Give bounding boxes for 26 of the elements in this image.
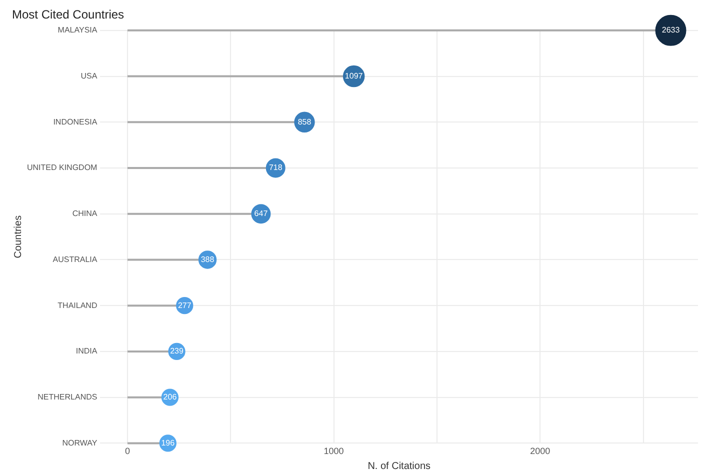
y-tick-label: INDIA <box>76 346 98 356</box>
data-label: 277 <box>178 300 192 310</box>
data-label: 1097 <box>344 71 364 80</box>
y-axis-title: Countries <box>12 215 24 258</box>
y-tick-label: NETHERLANDS <box>38 392 98 402</box>
y-tick-label: UNITED KINGDOM <box>26 163 98 172</box>
x-tick-label: 2000 <box>530 446 550 456</box>
data-label: 647 <box>254 209 268 218</box>
y-tick-label: NORWAY <box>62 438 98 448</box>
data-label: 2633 <box>662 26 680 35</box>
data-label: 196 <box>161 438 176 448</box>
data-label: 239 <box>170 346 184 356</box>
data-label: 858 <box>298 117 312 126</box>
y-tick-label: USA <box>80 71 98 80</box>
y-tick-label: INDONESIA <box>53 117 98 126</box>
y-tick-label: AUSTRALIA <box>52 254 98 264</box>
y-tick-label: THAILAND <box>58 300 98 310</box>
chart-title: Most Cited Countries <box>12 8 124 22</box>
x-tick-label: 0 <box>124 446 130 456</box>
y-tick-label: CHINA <box>72 209 98 218</box>
data-label: 718 <box>268 163 283 172</box>
x-axis-title: N. of Citations <box>368 460 431 472</box>
data-label: 388 <box>200 254 215 264</box>
data-label: 206 <box>163 392 178 402</box>
y-tick-label: MALAYSIA <box>58 26 98 35</box>
x-tick-label: 1000 <box>324 446 344 456</box>
